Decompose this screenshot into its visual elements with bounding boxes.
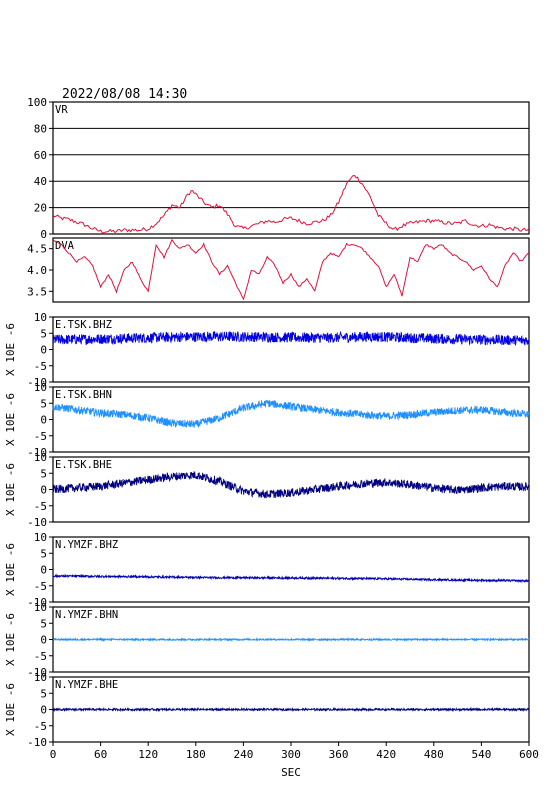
waveform-line <box>52 330 530 346</box>
y-tick-label: 0 <box>40 634 47 647</box>
channel-label: DVA <box>55 240 75 252</box>
y-axis-label: X 10E -6 <box>4 543 17 596</box>
waveform-line <box>52 706 530 713</box>
panel-frame <box>52 536 530 603</box>
y-tick-label: 0 <box>40 414 47 427</box>
y-tick-label: 80 <box>34 122 47 135</box>
y-tick-label: 0 <box>40 344 47 357</box>
channel-label: E.TSK.BHN <box>55 389 112 401</box>
panel-frame <box>52 316 530 383</box>
y-tick-label: 10 <box>34 601 47 614</box>
timestamp-label: 2022/08/08 14:30 <box>62 87 187 102</box>
y-tick-label: -10 <box>27 596 47 609</box>
y-tick-label: 0 <box>40 704 47 717</box>
series-line <box>52 238 530 301</box>
y-tick-label: -5 <box>34 720 47 733</box>
y-tick-label: -5 <box>34 500 47 513</box>
y-tick-label: 10 <box>34 381 47 394</box>
waveform-line <box>52 471 530 499</box>
y-tick-label: -5 <box>34 360 47 373</box>
series-line <box>52 174 530 234</box>
x-axis-label: SEC <box>281 766 301 779</box>
panel-n-ymzf-bhz: -10 -5 0 5 10 X 10E -6 N.YMZF.BHZ <box>4 531 530 609</box>
panel-n-ymzf-bhn: -10 -5 0 5 10 X 10E -6 N.YMZF.BHN <box>4 601 530 679</box>
x-tick-label: 480 <box>424 748 444 761</box>
y-tick-label: 5 <box>40 687 47 700</box>
x-tick-label: 420 <box>376 748 396 761</box>
channel-label: E.TSK.BHZ <box>55 319 112 331</box>
x-tick-label: 0 <box>50 748 57 761</box>
y-tick-label: 40 <box>34 175 47 188</box>
y-axis-label: X 10E -6 <box>4 463 17 516</box>
x-tick-label: 120 <box>138 748 158 761</box>
y-tick-label: 5 <box>40 467 47 480</box>
channel-label: N.YMZF.BHZ <box>55 539 118 551</box>
y-tick-label: 5 <box>40 397 47 410</box>
x-tick-label: 600 <box>519 748 539 761</box>
y-tick-label: 5 <box>40 547 47 560</box>
y-tick-label: 0 <box>40 228 47 241</box>
y-tick-label: 5 <box>40 327 47 340</box>
y-axis-label: X 10E -6 <box>4 323 17 376</box>
waveform-line <box>52 399 530 428</box>
y-tick-label: -5 <box>34 430 47 443</box>
y-tick-label: 0 <box>40 484 47 497</box>
y-axis-label: X 10E -6 <box>4 683 17 736</box>
y-tick-label: 10 <box>34 311 47 324</box>
y-tick-label: 60 <box>34 149 47 162</box>
x-tick-label: 540 <box>471 748 491 761</box>
y-tick-label: 0 <box>40 564 47 577</box>
channel-label: VR <box>55 104 68 116</box>
y-tick-label: -5 <box>34 650 47 663</box>
y-tick-label: 4.0 <box>27 264 47 277</box>
y-tick-label: 3.5 <box>27 285 47 298</box>
panel-frame <box>52 386 530 453</box>
y-tick-label: 10 <box>34 451 47 464</box>
waveform-line <box>52 573 530 584</box>
y-tick-label: -10 <box>27 516 47 529</box>
waveform-line <box>52 636 530 642</box>
panel-e-tsk-bhe: -10 -5 0 5 10 X 10E -6 E.TSK.BHE <box>4 451 530 529</box>
x-axis: 0 60 120 180 240 300 360 420 480 540 600 <box>50 742 539 761</box>
y-axis-label: X 10E -6 <box>4 613 17 666</box>
y-tick-label: 20 <box>34 202 47 215</box>
y-tick-label: 10 <box>34 671 47 684</box>
x-tick-label: 360 <box>329 748 349 761</box>
y-tick-label: 100 <box>27 96 47 109</box>
panel-n-ymzf-bhe: -10 -5 0 5 10 X 10E -6 N.YMZF.BHE <box>4 671 530 749</box>
channel-label: N.YMZF.BHE <box>55 679 118 691</box>
panel-frame <box>52 101 530 235</box>
y-tick-label: -5 <box>34 580 47 593</box>
panel-e-tsk-bhn: -10 -5 0 5 10 X 10E -6 E.TSK.BHN <box>4 381 530 459</box>
y-axis-label: X 10E -6 <box>4 393 17 446</box>
x-tick-label: 180 <box>186 748 206 761</box>
y-tick-label: -10 <box>27 376 47 389</box>
y-tick-label: -10 <box>27 736 47 749</box>
y-tick-label: -10 <box>27 446 47 459</box>
x-tick-label: 300 <box>281 748 301 761</box>
y-tick-label: 10 <box>34 531 47 544</box>
channel-label: N.YMZF.BHN <box>55 609 118 621</box>
panel-dva: 3.5 4.0 4.5 DVA <box>27 237 530 303</box>
panel-e-tsk-bhz: -10 -5 0 5 10 X 10E -6 E.TSK.BHZ <box>4 311 530 389</box>
y-tick-label: -10 <box>27 666 47 679</box>
x-tick-label: 60 <box>94 748 107 761</box>
x-tick-label: 240 <box>233 748 253 761</box>
panel-vr: 0 20 40 60 80 100 VR <box>27 96 530 241</box>
channel-label: E.TSK.BHE <box>55 459 112 471</box>
y-tick-label: 5 <box>40 617 47 630</box>
y-tick-label: 4.5 <box>27 243 47 256</box>
